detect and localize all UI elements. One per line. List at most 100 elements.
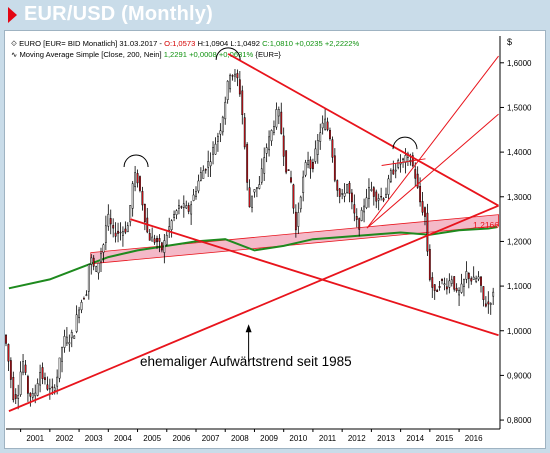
candle-body [480,276,482,286]
candle-body [294,211,297,231]
candle-body [404,155,407,163]
candle-body [202,170,205,179]
x-tick-label: 2006 [172,434,190,443]
candle-body [487,301,490,305]
candle-body [136,173,139,184]
candle-body [341,193,344,195]
candle-body [450,279,453,284]
legend-line1-h: H:1,0904 [197,39,228,48]
x-tick-label: 2007 [202,434,220,443]
candle-body [260,168,263,183]
candle-body [48,388,51,390]
candle-body [338,188,341,197]
candle-body [397,160,400,168]
candle-body [436,289,439,293]
candle-body [160,242,163,251]
trendline [129,218,499,337]
candle-body [134,172,137,188]
candle-body [219,130,222,135]
candle-body [465,271,468,280]
candle-body [187,205,190,212]
candle-body [387,178,390,195]
candle-body [426,212,429,252]
candle-body [472,276,475,280]
x-tick-label: 2005 [143,434,161,443]
candle-body [241,90,244,116]
candle-body [114,232,117,237]
candle-body [431,277,434,288]
candle-body [65,336,68,344]
y-tick-label: 1,4000 [507,148,532,157]
candle-body [277,109,280,117]
candle-body [87,264,90,292]
legend-series-icon: ⟐ [11,39,19,48]
candle-body [316,140,319,155]
candle-body [463,279,465,287]
candle-body [27,376,29,394]
candle-body [460,283,463,293]
candle-body [389,170,392,182]
candle-body [285,150,288,173]
candle-body [141,191,144,206]
candle-body [112,225,115,229]
candle-body [314,148,317,162]
candle-body [197,180,200,192]
candle-body [470,278,473,282]
top-arc [392,136,418,150]
candle-body [428,249,431,280]
candle-body [467,273,470,279]
candle-body [414,169,417,179]
chart-title: EUR/USD (Monthly) [24,3,213,25]
candle-body [122,231,124,236]
candle-body [416,173,419,188]
legend-line2-prefix: Moving Average Simple [Close, 200, Nein] [19,50,161,59]
candle-body [46,384,49,390]
trendline [8,204,499,412]
candle-body [445,286,448,290]
candle-body [234,73,236,77]
candle-body [199,172,202,181]
legend-line1-c: C:1,0810 [262,39,293,48]
candle-body [163,240,166,253]
candle-body [153,238,156,243]
trendline-layer [8,53,499,412]
legend-line1-l: L:1,0492 [230,39,260,48]
top-arc [123,154,149,168]
candle-body [343,192,346,197]
candle-body [399,162,402,165]
y-tick-label: 1,6000 [507,59,532,68]
candle-body [275,109,278,128]
y-tick-label: 1,3000 [507,193,532,202]
candle-body [61,347,63,362]
candle-body [29,392,32,397]
candle-body [104,225,107,243]
chart-svg[interactable]: ⟐ EURO [EUR= BID Monatlich] 31.03.2017 -… [5,31,545,448]
candle-body [375,191,378,202]
candle-body [455,287,458,291]
candle-body [217,135,219,142]
candle-body [385,193,387,198]
candle-body [97,262,100,274]
candle-body [331,139,334,158]
trendline [227,53,499,207]
candle-body [270,130,273,142]
candle-body [453,276,456,290]
candle-body [273,126,275,133]
y-tick-label: 1,5000 [507,103,532,112]
candle-body [304,162,307,176]
candle-body [14,394,17,399]
candle-body [56,376,59,387]
legend-line-2: ∿ Moving Average Simple [Close, 200, Nei… [11,50,281,59]
candle-body [63,336,66,348]
y-tick-label: 0,8000 [507,416,532,425]
candle-body [226,80,229,101]
chart-panel[interactable]: ⟐ EURO [EUR= BID Monatlich] 31.03.2017 -… [4,30,546,449]
candle-body [290,177,292,183]
candle-body [333,155,336,181]
x-tick-label: 2015 [436,434,454,443]
candle-body [68,342,71,345]
candle-body [17,395,20,399]
candle-body [484,303,487,307]
candle-body [51,386,54,389]
